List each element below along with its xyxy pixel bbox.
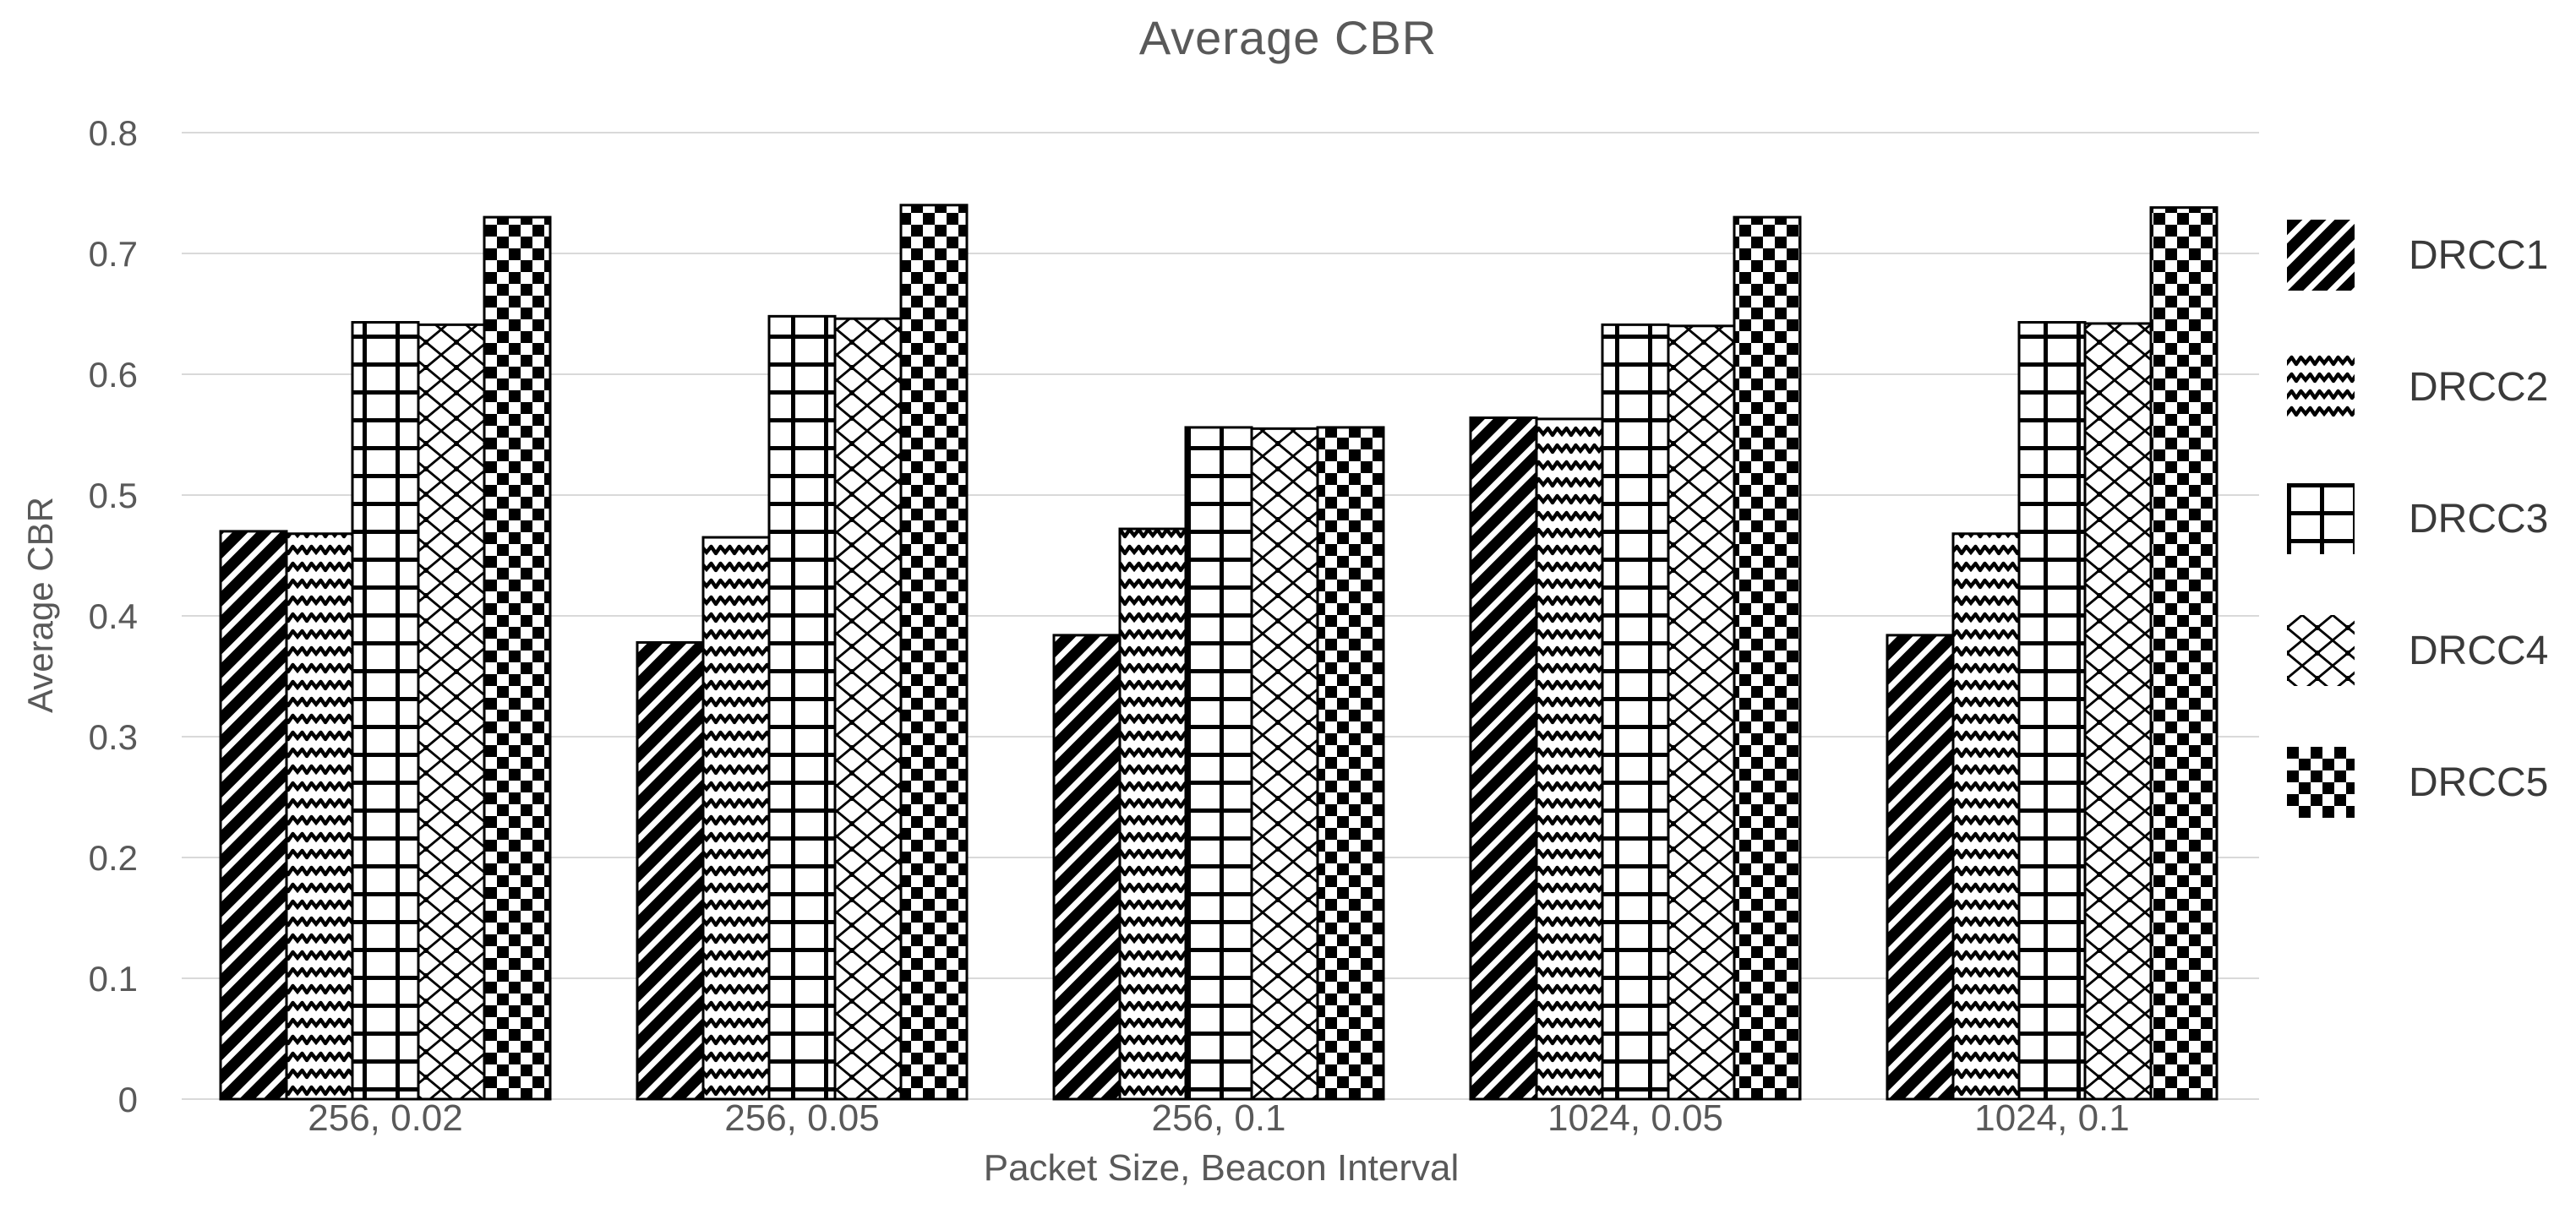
- x-axis-title: Packet Size, Beacon Interval: [983, 1147, 1460, 1189]
- legend-swatch-zigzag-waves-icon: [2287, 351, 2355, 422]
- bar-drcc5-group3: [1316, 426, 1385, 1101]
- legend-swatch-diamond-lattice-icon: [2287, 615, 2355, 686]
- y-tick-label: 0.4: [89, 596, 138, 636]
- bar-drcc5-group2: [899, 204, 969, 1101]
- x-category-label: 256, 0.05: [724, 1097, 880, 1139]
- y-tick-label: 0.6: [89, 355, 138, 395]
- x-category-label: 256, 0.1: [1151, 1097, 1285, 1139]
- bar-drcc3-group4: [1601, 323, 1670, 1101]
- bar-drcc3-group2: [767, 314, 837, 1101]
- legend-entry-drcc4: DRCC4: [2287, 615, 2548, 686]
- y-tick-label: 0.3: [89, 717, 138, 757]
- y-tick-label: 0: [118, 1080, 138, 1119]
- bar-drcc2-group4: [1535, 417, 1604, 1101]
- chart-title: Average CBR: [1138, 11, 1438, 64]
- legend-entry-drcc1: DRCC1: [2287, 220, 2548, 291]
- legend-label: DRCC1: [2409, 232, 2549, 278]
- bar-drcc5-group4: [1733, 215, 1802, 1101]
- legend-entry-drcc5: DRCC5: [2287, 747, 2548, 818]
- legend-entry-drcc3: DRCC3: [2287, 483, 2548, 554]
- y-tick-label: 0.8: [89, 113, 138, 153]
- bar-drcc5-group5: [2149, 206, 2219, 1101]
- y-tick-label: 0.1: [89, 959, 138, 999]
- legend-label: DRCC3: [2409, 496, 2549, 542]
- bar-drcc2-group3: [1118, 527, 1187, 1101]
- bar-drcc1-group1: [219, 530, 288, 1101]
- bars: [219, 204, 2219, 1101]
- y-tick-label: 0.2: [89, 838, 138, 878]
- bar-drcc4-group3: [1250, 427, 1319, 1101]
- bar-drcc2-group5: [1951, 532, 2021, 1101]
- x-category-label: 256, 0.02: [308, 1097, 463, 1139]
- bar-drcc4-group4: [1667, 324, 1736, 1101]
- bar-drcc1-group5: [1886, 634, 1955, 1101]
- x-category-label: 1024, 0.05: [1547, 1097, 1723, 1139]
- bar-drcc1-group3: [1052, 634, 1122, 1101]
- y-tick-labels: 0 0.1 0.2 0.3 0.4 0.5 0.6 0.7 0.8: [89, 113, 138, 1119]
- bar-drcc3-group5: [2017, 321, 2087, 1101]
- bar-drcc4-group1: [417, 323, 486, 1101]
- legend-label: DRCC5: [2409, 759, 2549, 805]
- bar-drcc4-group5: [2083, 322, 2153, 1101]
- bar-drcc5-group1: [483, 215, 552, 1101]
- bar-drcc2-group1: [285, 532, 354, 1101]
- legend: DRCC1 DRCC2 DRCC3 DRCC4 DRCC5: [2287, 220, 2548, 818]
- bar-drcc4-group2: [833, 317, 903, 1101]
- bar-drcc2-group2: [701, 536, 771, 1101]
- legend-swatch-checkerboard-icon: [2287, 747, 2355, 818]
- legend-swatch-diagonal-stripes-icon: [2287, 220, 2355, 291]
- legend-label: DRCC4: [2409, 628, 2549, 673]
- legend-entry-drcc2: DRCC2: [2287, 351, 2548, 422]
- bar-drcc1-group2: [636, 640, 705, 1101]
- x-category-label: 1024, 0.1: [1974, 1097, 2130, 1139]
- bar-drcc3-group1: [351, 321, 420, 1101]
- legend-swatch-large-grid-icon: [2287, 483, 2355, 554]
- y-tick-label: 0.7: [89, 234, 138, 274]
- y-tick-label: 0.5: [89, 476, 138, 515]
- bar-drcc3-group3: [1184, 426, 1253, 1101]
- legend-label: DRCC2: [2409, 364, 2549, 410]
- x-category-labels: 256, 0.02 256, 0.05 256, 0.1 1024, 0.05 1024…: [308, 1097, 2130, 1139]
- bar-drcc1-group4: [1469, 416, 1538, 1101]
